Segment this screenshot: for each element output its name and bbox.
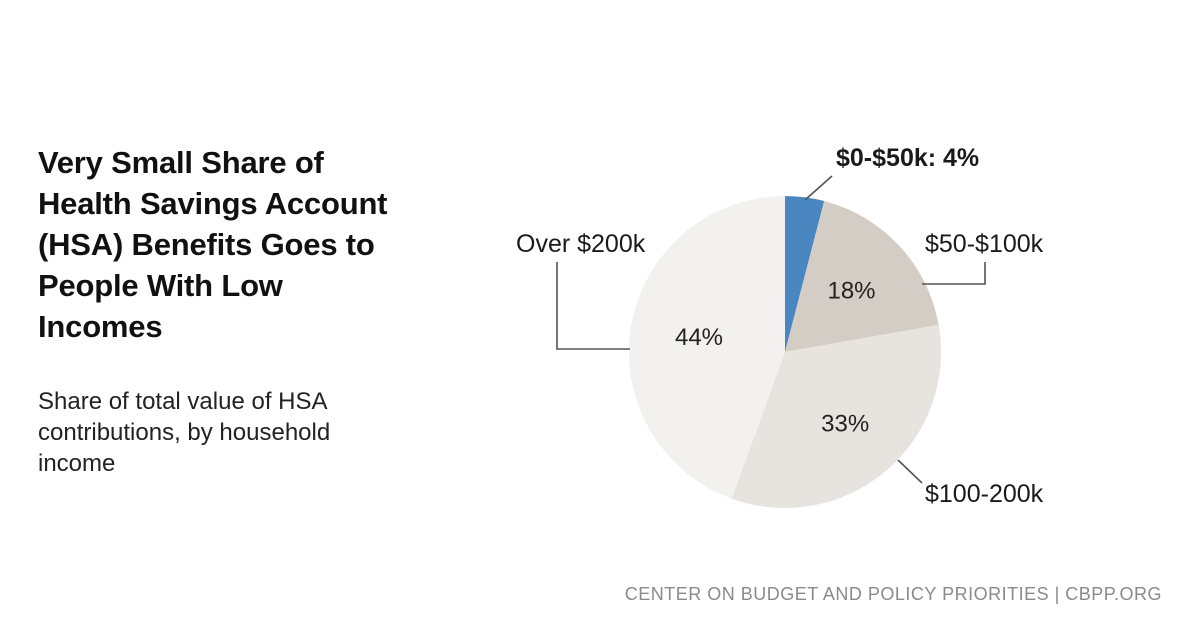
- pie-slice-100-200k: [731, 324, 942, 508]
- pie-slice-over-200k: [629, 196, 785, 499]
- slice-label-over-200k: Over $200k: [516, 230, 646, 258]
- leader-line-100-200k: [897, 459, 923, 484]
- leader-line-0-50k: [804, 175, 833, 201]
- leader-line-over-200k: [556, 262, 630, 350]
- slice-label-50-100k: $50-$100k: [925, 230, 1044, 258]
- pie-slice-50-100k: [785, 201, 939, 352]
- value-label-100-200k: 33%: [821, 411, 869, 438]
- leader-line-50-100k: [922, 262, 986, 285]
- slice-label-100-200k: $100-200k: [925, 480, 1044, 508]
- slice-label-0-50k: $0-$50k: 4%: [836, 144, 979, 172]
- value-label-over-200k: 44%: [675, 324, 723, 351]
- chart-subtitle: Share of total value of HSA contribution…: [38, 388, 331, 477]
- value-label-50-100k: 18%: [827, 278, 875, 305]
- chart-title: Very Small Share of Health Savings Accou…: [38, 145, 388, 344]
- pie-slice-0-50k: [785, 195, 825, 352]
- source-footer: CENTER ON BUDGET AND POLICY PRIORITIES |…: [624, 584, 1162, 604]
